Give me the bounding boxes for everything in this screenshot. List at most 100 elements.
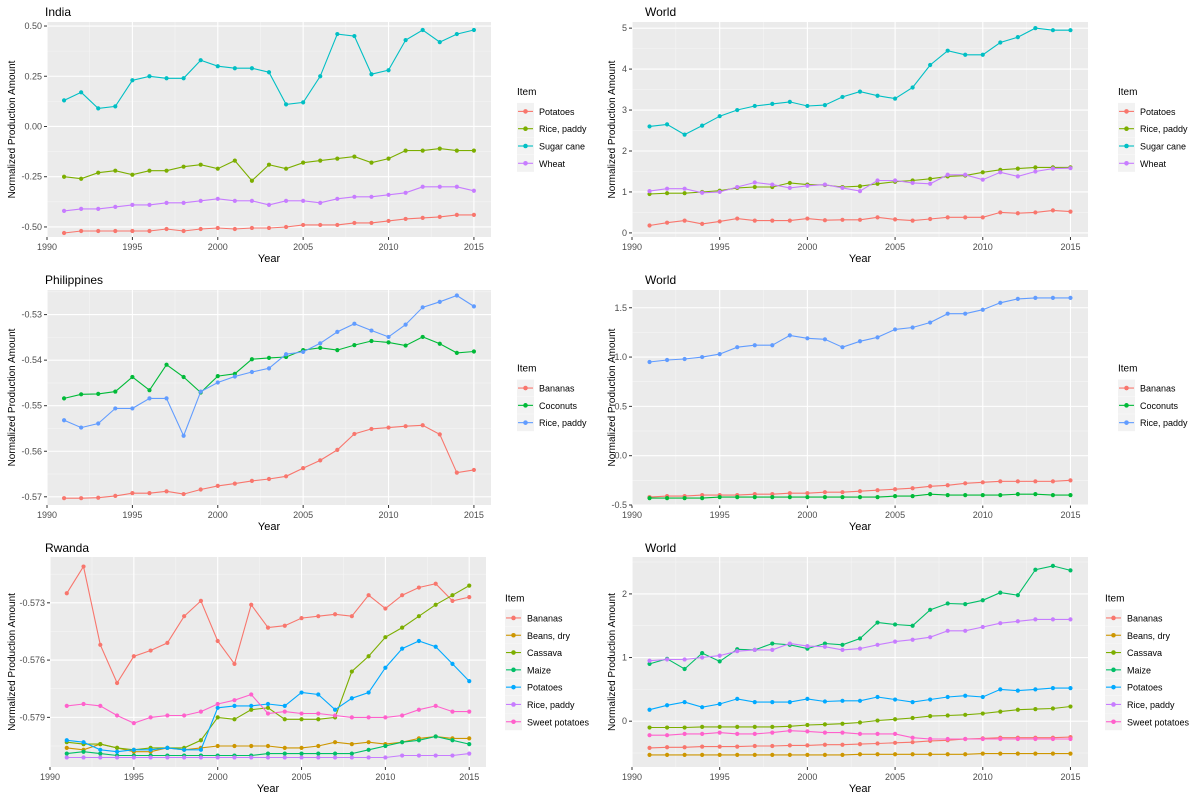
data-point — [96, 228, 101, 234]
legend-label: Cassava — [1127, 648, 1162, 658]
data-point — [266, 202, 272, 207]
data-point — [647, 752, 652, 758]
data-point — [266, 162, 272, 167]
data-point — [164, 396, 169, 401]
data-point — [282, 717, 287, 722]
y-tick-label: -0.56 — [21, 446, 42, 456]
data-point — [316, 711, 321, 716]
data-point — [232, 66, 237, 71]
data-point — [1015, 593, 1020, 598]
data-point — [130, 172, 135, 177]
data-point — [1050, 563, 1056, 569]
data-point — [805, 336, 810, 341]
x-tick-label: 1995 — [710, 242, 730, 252]
data-point — [64, 591, 69, 596]
data-point — [318, 458, 323, 463]
x-tick-label: 1990 — [622, 510, 642, 520]
plot-background — [47, 22, 491, 237]
data-point — [682, 657, 687, 662]
data-point — [113, 493, 118, 498]
data-point — [998, 621, 1003, 626]
data-point — [752, 184, 757, 190]
data-point — [198, 755, 204, 760]
x-tick-label: 2015 — [1060, 510, 1080, 520]
chart-title: World — [645, 5, 676, 19]
data-point — [316, 717, 321, 722]
data-point — [840, 217, 845, 222]
data-point — [454, 148, 459, 153]
data-point — [770, 182, 775, 187]
data-point — [433, 734, 438, 739]
data-point — [182, 747, 187, 752]
legend-label: Wheat — [1140, 159, 1167, 169]
data-point — [249, 743, 254, 749]
y-tick-label: 0.00 — [24, 121, 42, 131]
data-point — [647, 495, 652, 501]
y-tick-label: 1 — [622, 187, 627, 197]
data-point — [1015, 296, 1020, 301]
data-point — [980, 598, 985, 603]
data-point — [299, 717, 304, 722]
data-point — [787, 752, 792, 758]
y-tick-label: 1 — [622, 653, 627, 663]
data-point — [787, 743, 792, 748]
data-point — [857, 731, 863, 737]
data-point — [1050, 493, 1056, 498]
data-point — [198, 738, 204, 743]
data-point — [98, 747, 103, 752]
data-point — [1068, 478, 1073, 483]
data-point — [79, 392, 84, 397]
chart-panel-4: 1990 1995 2000 2005 2010 2015 -0.579 -0.576 -0.5… — [7, 541, 590, 795]
data-point — [467, 741, 472, 747]
legend-title: Item — [505, 593, 524, 604]
data-point — [717, 495, 722, 500]
data-point — [647, 745, 652, 751]
data-point — [717, 653, 722, 658]
data-point — [299, 755, 304, 760]
data-point — [98, 703, 103, 709]
data-point — [249, 703, 254, 709]
data-point — [963, 628, 968, 633]
data-point — [249, 66, 255, 71]
data-point — [664, 186, 670, 191]
data-point — [945, 172, 950, 177]
data-point — [998, 210, 1003, 215]
data-point — [215, 64, 220, 69]
legend-marker — [523, 161, 528, 166]
legend-marker — [1124, 143, 1129, 149]
data-point — [945, 694, 950, 700]
data-point — [700, 354, 705, 360]
data-point — [215, 705, 220, 710]
legend-label: Rice, paddy — [539, 418, 587, 428]
data-point — [770, 743, 775, 749]
x-tick-label: 2010 — [973, 772, 993, 782]
data-point — [840, 647, 845, 653]
data-point — [700, 123, 705, 128]
x-tick-label: 2010 — [379, 510, 399, 520]
data-point — [787, 699, 792, 705]
data-point — [215, 715, 220, 720]
data-point — [282, 755, 287, 760]
data-point — [266, 70, 272, 75]
data-point — [147, 202, 152, 207]
data-point — [1050, 28, 1056, 33]
data-point — [787, 495, 792, 500]
data-point — [96, 106, 101, 111]
data-point — [301, 100, 306, 105]
data-point — [198, 747, 204, 752]
x-tick-label: 2000 — [208, 772, 228, 782]
data-point — [682, 132, 687, 137]
data-point — [164, 362, 169, 367]
data-point — [403, 322, 408, 327]
data-point — [386, 192, 391, 197]
data-point — [79, 206, 84, 211]
data-point — [386, 218, 391, 224]
data-point — [416, 614, 422, 619]
data-point — [840, 490, 845, 495]
data-point — [840, 752, 845, 758]
data-point — [805, 216, 810, 221]
data-point — [1015, 174, 1020, 179]
data-point — [400, 740, 405, 745]
